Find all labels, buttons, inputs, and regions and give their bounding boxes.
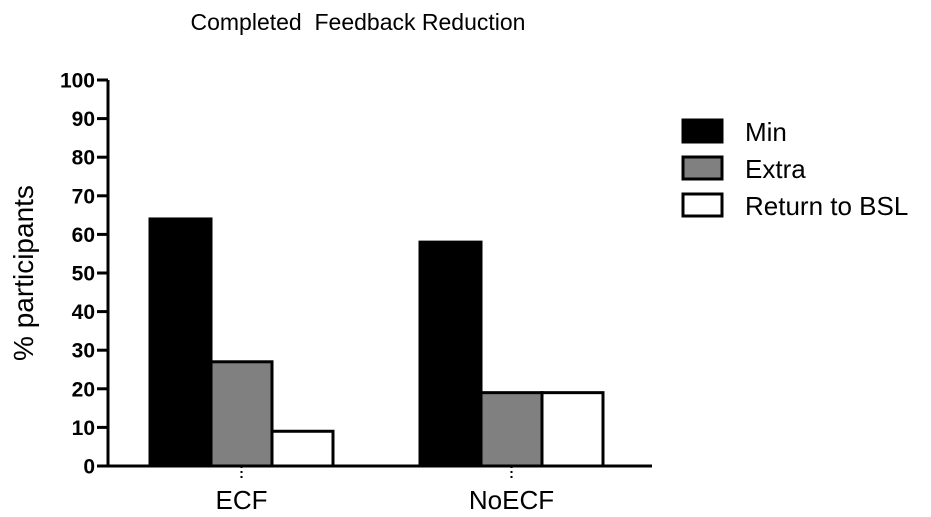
legend-swatch-return-to-bsl (681, 192, 724, 218)
legend: Min Extra Return to BSL (681, 117, 908, 221)
y-tick-label: 50 (72, 263, 95, 286)
y-tick-label: 90 (72, 108, 95, 131)
y-tick-label: 100 (60, 70, 95, 93)
chart-title: Completed Feedback Reduction (191, 9, 526, 35)
y-tick-label: 80 (72, 147, 95, 170)
legend-label-return-to-bsl: Return to BSL (745, 191, 908, 221)
y-tick-label: 30 (72, 340, 95, 363)
bar-ecf-min (148, 217, 213, 468)
bar-ecf-return-to-bsl (270, 429, 335, 468)
legend-label-extra: Extra (745, 154, 806, 184)
legend-swatch-min (681, 118, 724, 144)
y-tick-label: 40 (72, 301, 95, 324)
plot-area: 0 10 20 30 40 50 60 70 80 90 100 ECF NoECF (60, 70, 652, 515)
x-tick-label: ECF (216, 485, 268, 515)
y-tick-label: 60 (72, 224, 95, 247)
y-tick-label: 70 (72, 185, 95, 208)
bar-noecf-min (418, 240, 483, 468)
bar-ecf-extra (209, 360, 274, 468)
legend-label-min: Min (745, 117, 787, 147)
y-tick-label: 10 (72, 417, 95, 440)
y-tick-label: 0 (83, 456, 95, 479)
y-tick-label: 20 (72, 378, 95, 401)
x-tick-label: NoECF (469, 485, 554, 515)
bar-noecf-return-to-bsl (540, 391, 605, 468)
legend-swatch-extra (681, 155, 724, 181)
y-axis-label: % participants (8, 185, 39, 361)
bar-noecf-extra (479, 391, 544, 468)
